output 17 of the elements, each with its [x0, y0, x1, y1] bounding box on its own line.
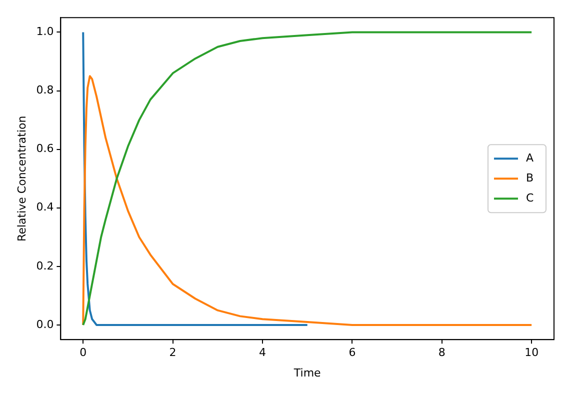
- legend-label: B: [526, 171, 534, 184]
- x-tick-label: 10: [524, 346, 539, 360]
- x-tick-label: 2: [169, 346, 176, 360]
- y-tick-label: 0.2: [36, 259, 54, 272]
- legend-label: A: [526, 151, 534, 164]
- y-tick-label: 0.0: [36, 318, 54, 331]
- y-axis-title: Relative Concentration: [15, 116, 28, 242]
- x-tick-label: 8: [438, 346, 446, 360]
- x-tick-label: 6: [348, 346, 356, 360]
- x-tick-label: 0: [80, 346, 87, 360]
- legend-label: C: [526, 191, 534, 204]
- y-tick-label: 1.0: [36, 25, 54, 38]
- x-axis-title: Time: [292, 366, 322, 380]
- y-tick-label: 0.4: [36, 200, 54, 214]
- y-tick-label: 0.8: [36, 84, 54, 97]
- x-tick-label: 4: [259, 346, 266, 360]
- y-tick-label: 0.6: [36, 142, 54, 156]
